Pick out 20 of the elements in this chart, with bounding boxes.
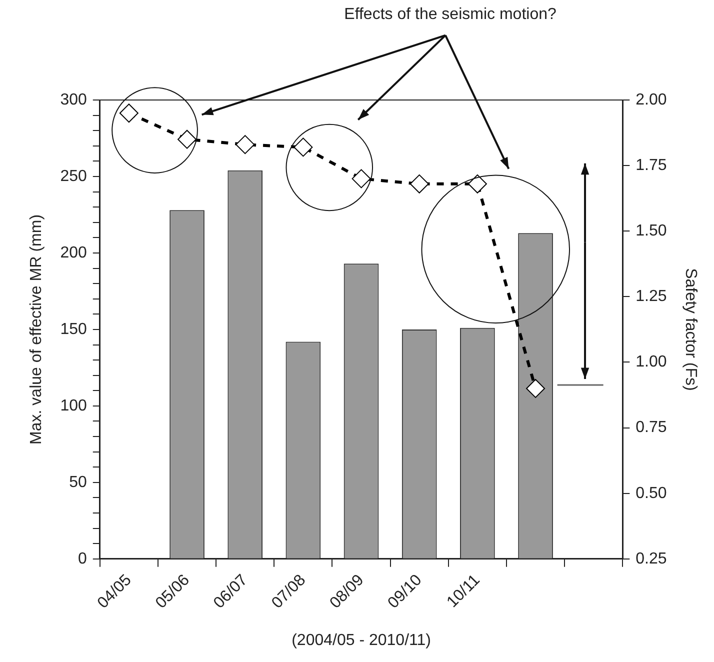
y2-tick-label: 0.50 (636, 484, 667, 502)
y2-tick-label: 1.00 (636, 354, 667, 371)
y-tick-label: 50 (69, 474, 87, 491)
x-axis-title: (2004/05 - 2010/11) (292, 632, 431, 649)
y2-axis-title: Safety factor (Fs) (682, 268, 699, 391)
text: Effects of the seismic motion? (344, 6, 556, 24)
y-axis-title: Max. value of effective MR (mm) (28, 214, 46, 444)
y2-tick-label: 2.00 (636, 91, 667, 108)
y2-tick-label: 0.25 (636, 550, 667, 568)
y-tick-label: 0 (78, 550, 87, 568)
y2-tick-label: 1.50 (636, 222, 667, 240)
point (526, 378, 546, 398)
y-tick-label: 300 (60, 91, 87, 108)
y-tick-label: 200 (60, 244, 87, 262)
y-tick-label: 150 (60, 320, 87, 338)
y2-tick-label: 1.75 (636, 156, 667, 174)
y2-tick-label: 0.75 (636, 419, 667, 436)
y-tick-label: 250 (60, 168, 87, 185)
y-tick-label: 100 (60, 397, 87, 414)
y2-tick-label: 1.25 (636, 288, 667, 306)
